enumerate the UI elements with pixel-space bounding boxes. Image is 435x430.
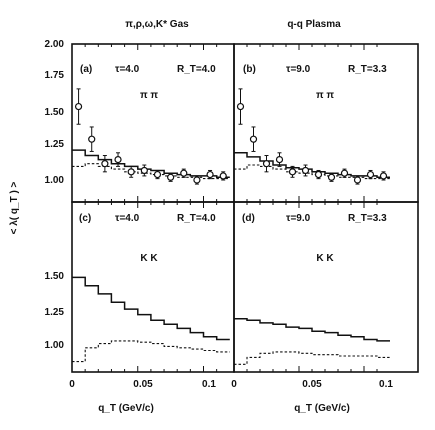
x-tick-label: 0.1 (379, 379, 393, 390)
panel-a-rt: R_T=4.0 (177, 64, 216, 75)
data-point (74, 102, 83, 111)
data-point (379, 172, 388, 180)
x-tick-label: 0.05 (302, 379, 322, 390)
data-point (153, 170, 162, 179)
x-tick-label: 0.1 (202, 379, 216, 390)
data-point (353, 176, 362, 184)
y-tick-label: 1.25 (45, 307, 65, 318)
solid-histogram-line (234, 318, 390, 342)
data-point (206, 170, 214, 179)
panel-a-tau: τ=4.0 (115, 64, 140, 75)
data-point (314, 170, 323, 179)
panel-d-rt: R_T=3.3 (348, 213, 387, 224)
column-title-plasma: q-q Plasma (287, 19, 341, 30)
y-axis-title: < λ( q_T ) > (9, 181, 20, 234)
panel-b-tau: τ=9.0 (286, 64, 311, 75)
data-point (340, 169, 349, 177)
panel-c-tau: τ=4.0 (115, 213, 140, 224)
y-tick-label: 1.75 (45, 70, 65, 81)
solid-histogram-line (72, 149, 230, 179)
data-point (249, 135, 258, 143)
panel-d-tag: (d) (242, 213, 255, 224)
dashed-histogram-line (234, 351, 390, 365)
panel-c-pair: K K (140, 253, 158, 264)
panel-b-rt: R_T=3.3 (348, 64, 387, 75)
data-point (88, 135, 96, 143)
panel-a-tag: (a) (80, 64, 92, 75)
data-point (327, 173, 336, 181)
data-point (101, 160, 109, 168)
data-point (114, 156, 122, 164)
data-point (366, 170, 375, 179)
panel-b-pair: π π (316, 90, 334, 101)
data-point (127, 168, 135, 176)
data-point (236, 102, 245, 111)
panel-d-pair: K K (316, 253, 334, 264)
panel-b-frame (233, 43, 419, 203)
panel-c-tag: (c) (79, 213, 91, 224)
data-point (262, 160, 271, 168)
chart-marks (72, 44, 390, 372)
panel-b-tag: (b) (243, 64, 256, 75)
x-axis-title-left: q_T (GeV/c) (98, 403, 154, 414)
y-tick-label: 1.00 (45, 175, 65, 186)
data-point (193, 176, 201, 184)
x-axis-title-right: q_T (GeV/c) (294, 403, 350, 414)
panel-a-pair: π π (140, 90, 158, 101)
y-tick-label: 1.25 (45, 139, 65, 150)
panel-d-tau: τ=9.0 (286, 213, 311, 224)
data-point (167, 173, 175, 181)
x-tick-label: 0 (231, 379, 237, 390)
data-point (140, 166, 148, 175)
data-point (288, 168, 297, 176)
y-tick-label: 2.00 (45, 39, 65, 50)
panel-d-frame (233, 201, 419, 373)
solid-histogram-line (72, 276, 230, 341)
x-tick-label: 0.05 (133, 379, 153, 390)
data-point (301, 166, 310, 175)
solid-histogram-line (234, 152, 390, 179)
column-title-gas: π,ρ,ω,K* Gas (125, 19, 189, 30)
data-point (219, 172, 227, 180)
dashed-histogram-line (72, 340, 230, 363)
data-point (275, 156, 284, 164)
y-tick-label: 1.50 (45, 107, 65, 118)
data-point (180, 169, 188, 177)
x-tick-label: 0 (69, 379, 75, 390)
panel-c-rt: R_T=4.0 (177, 213, 216, 224)
panel-c-frame (71, 201, 235, 373)
y-tick-label: 1.00 (45, 340, 65, 351)
y-tick-label: 1.50 (45, 271, 65, 282)
